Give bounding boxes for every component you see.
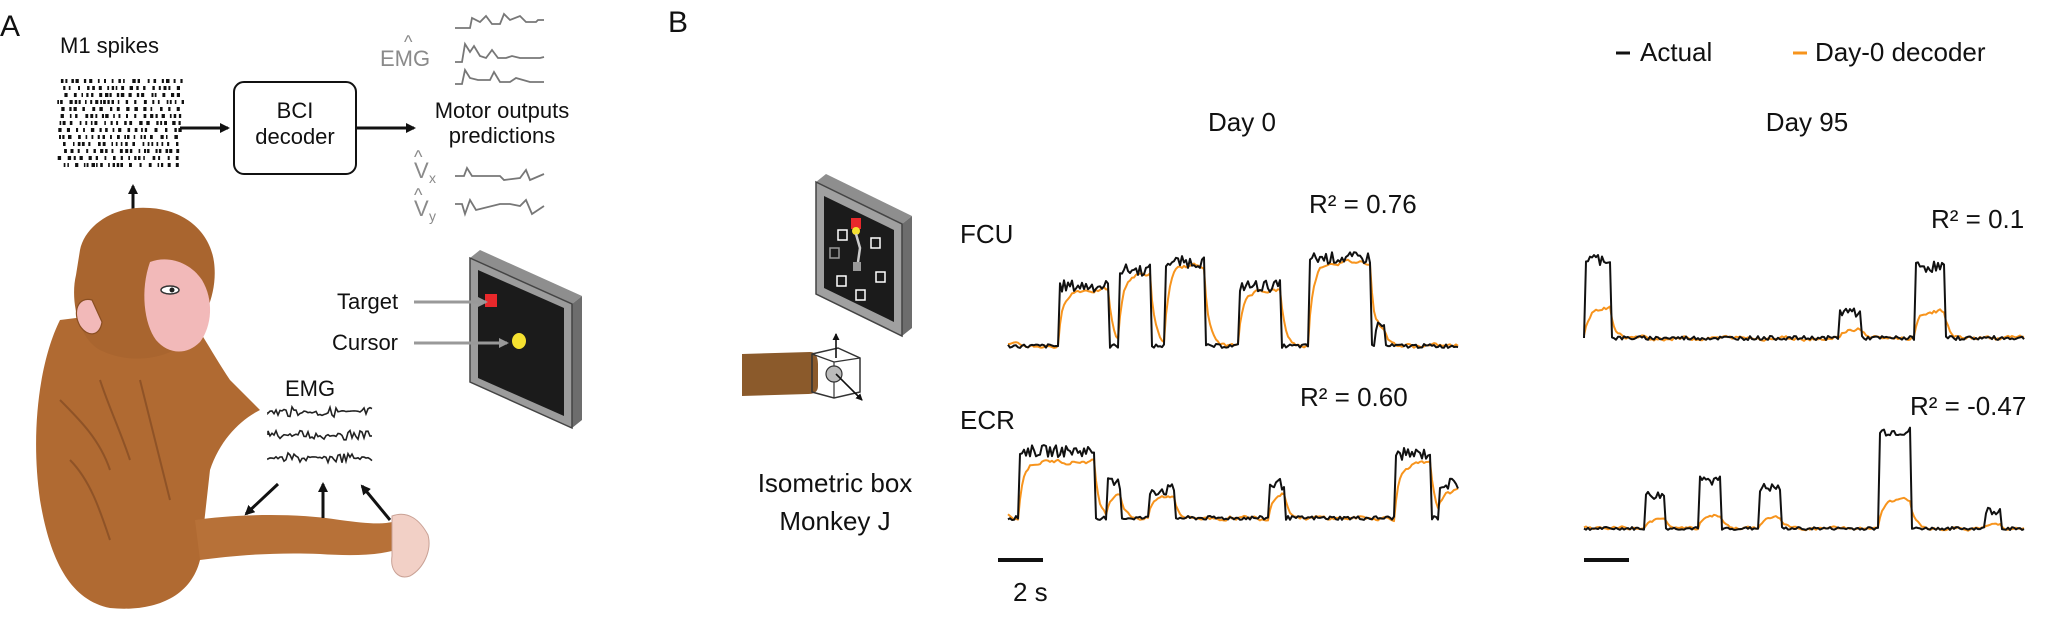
arrow-emg-3 (360, 484, 392, 521)
ecr-day95-actual-trace (1583, 426, 2025, 531)
vx-sub-label: x (429, 170, 436, 186)
decoder-label-line1: BCI (277, 98, 314, 123)
fcu-day95-decoder-trace (1583, 305, 2025, 342)
setup-label-line2: Monkey J (779, 506, 890, 536)
emg-traces (1007, 251, 2025, 532)
vy-hat-label: V (414, 196, 429, 221)
outputs-label-line1: Motor outputs (435, 98, 570, 123)
cursor-label: Cursor (332, 330, 398, 355)
ecr-day0-actual-trace (1007, 444, 1459, 521)
emg-prediction-trace-2 (455, 41, 545, 63)
emg-prediction-trace-1 (455, 12, 544, 29)
fcu-day0-decoder-trace (1007, 258, 1459, 349)
target-square (485, 294, 497, 307)
m1-spikes-label: M1 spikes (60, 33, 159, 58)
target-label: Target (337, 289, 398, 314)
monkey-illustration (36, 207, 430, 609)
decoder-label-line2: decoder (255, 124, 335, 149)
r2-ecr-day95: R² = -0.47 (1910, 391, 2026, 421)
panel-a-label: A (0, 10, 20, 43)
arrow-emg-1 (244, 482, 280, 516)
fcu-day0-actual-trace (1007, 251, 1459, 349)
emg-prediction-trace-3 (455, 67, 544, 85)
r2-fcu-day0: R² = 0.76 (1309, 189, 1417, 219)
panel-b-label: B (668, 6, 688, 39)
vx-prediction-trace (455, 165, 545, 182)
emg-label: EMG (285, 376, 335, 401)
vx-hat-label: V (414, 158, 429, 183)
vy-caret: ^ (414, 185, 423, 205)
emg-hat-caret: ^ (404, 32, 413, 52)
ecr-day0-decoder-trace (1007, 458, 1459, 523)
scale-bar-label: 2 s (1013, 577, 1048, 607)
setup-label-line1: Isometric box (758, 468, 913, 498)
vy-sub-label: y (429, 208, 436, 224)
legend-decoder-label: Day-0 decoder (1815, 37, 1986, 67)
vx-caret: ^ (414, 147, 423, 167)
r2-ecr-day0: R² = 0.60 (1300, 382, 1408, 412)
task-screen-a (469, 250, 582, 430)
emg-arm-traces (267, 404, 373, 465)
r2-fcu-day95: R² = 0.1 (1931, 204, 2024, 234)
ecr-label: ECR (960, 405, 1015, 435)
vy-prediction-trace (455, 197, 545, 217)
day95-title: Day 95 (1766, 107, 1848, 137)
fcu-label: FCU (960, 219, 1013, 249)
legend-actual-label: Actual (1640, 37, 1712, 67)
ecr-day95-decoder-trace (1583, 496, 2025, 532)
fcu-day95-actual-trace (1583, 254, 2025, 341)
cursor-dot (512, 333, 526, 349)
day0-title: Day 0 (1208, 107, 1276, 137)
spike-raster (57, 79, 184, 167)
forearm-in-box (742, 333, 863, 401)
emg-hat-label: EMG (380, 46, 430, 71)
isometric-setup-screen (815, 174, 912, 338)
outputs-label-line2: predictions (449, 123, 555, 148)
